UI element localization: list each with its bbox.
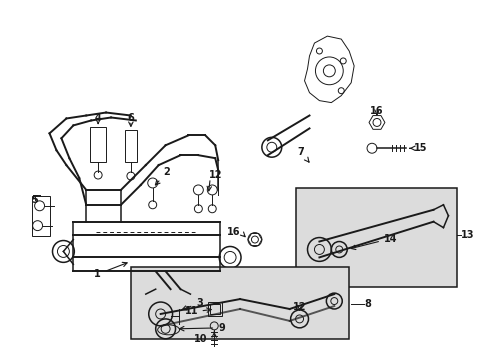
- Text: 6: 6: [127, 113, 134, 123]
- Text: 11: 11: [184, 306, 198, 316]
- Bar: [124, 130, 137, 162]
- Text: 12: 12: [208, 170, 222, 180]
- Text: 10: 10: [193, 334, 207, 344]
- Text: 14: 14: [350, 234, 397, 249]
- Text: 8: 8: [364, 299, 370, 309]
- Bar: [32, 196, 49, 235]
- Bar: [131, 267, 348, 339]
- Text: 9: 9: [179, 323, 224, 333]
- Text: 1: 1: [94, 262, 127, 279]
- Bar: [295, 188, 456, 287]
- Text: 7: 7: [297, 147, 308, 162]
- Text: 4: 4: [95, 113, 102, 123]
- Text: 15: 15: [413, 143, 427, 153]
- Text: 5: 5: [31, 195, 38, 205]
- Text: 16: 16: [369, 105, 383, 116]
- Bar: [208, 302, 222, 316]
- Text: 16: 16: [226, 226, 240, 237]
- Bar: [210, 304, 220, 314]
- Bar: [90, 127, 106, 162]
- Text: 3: 3: [182, 298, 203, 310]
- Text: 13: 13: [460, 230, 474, 239]
- Text: 2: 2: [155, 167, 170, 185]
- Text: 12: 12: [292, 302, 305, 312]
